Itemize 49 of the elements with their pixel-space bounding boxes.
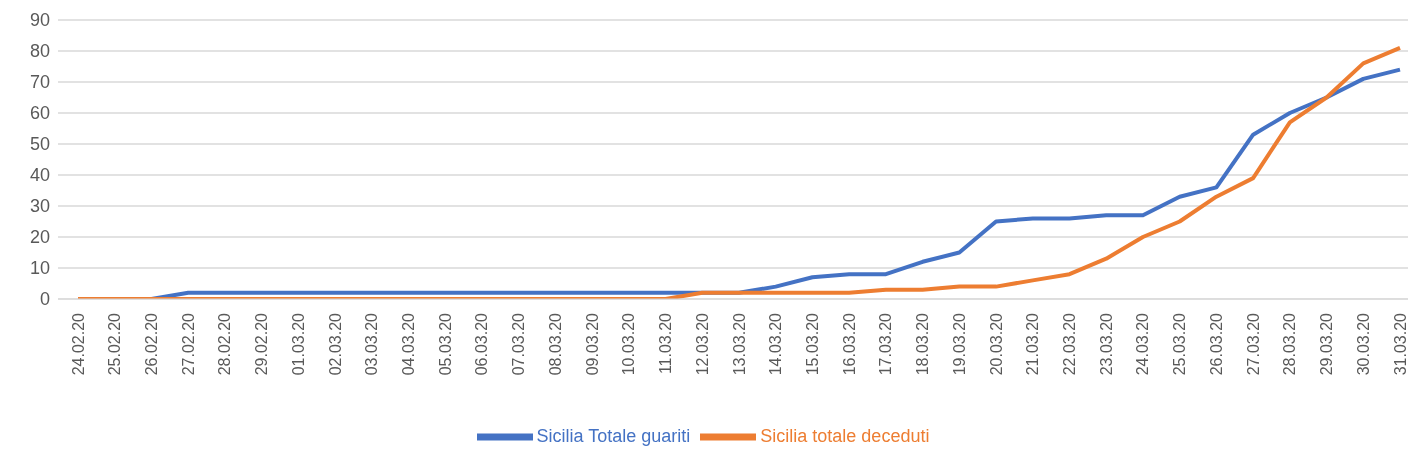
x-tick-label: 15.03.20 bbox=[803, 312, 821, 376]
x-tick-label: 16.03.20 bbox=[840, 312, 858, 376]
x-tick-label: 28.03.20 bbox=[1281, 312, 1299, 376]
y-tick-label: 30 bbox=[29, 196, 50, 217]
x-tick-label: 03.03.20 bbox=[363, 312, 381, 376]
x-tick-label: 29.03.20 bbox=[1318, 312, 1336, 376]
x-tick-label: 24.02.20 bbox=[69, 312, 87, 376]
x-tick-label: 09.03.20 bbox=[583, 312, 601, 376]
x-tick-label: 21.03.20 bbox=[1024, 312, 1042, 376]
x-tick-label: 01.03.20 bbox=[289, 312, 307, 376]
y-tick-label: 60 bbox=[29, 103, 50, 124]
y-tick-label: 90 bbox=[29, 10, 50, 31]
y-tick-label: 70 bbox=[29, 72, 50, 93]
y-tick-label: 40 bbox=[29, 165, 50, 186]
y-tick-label: 20 bbox=[29, 227, 50, 248]
x-tick-label: 14.03.20 bbox=[767, 312, 785, 376]
x-tick-label: 26.02.20 bbox=[142, 312, 160, 376]
x-tick-label: 08.03.20 bbox=[546, 312, 564, 376]
x-tick-label: 27.03.20 bbox=[1244, 312, 1262, 376]
x-tick-label: 07.03.20 bbox=[510, 312, 528, 376]
x-tick-label: 04.03.20 bbox=[400, 312, 417, 376]
y-tick-label: 50 bbox=[29, 134, 50, 155]
x-tick-label: 06.03.20 bbox=[473, 312, 491, 376]
x-tick-label: 23.03.20 bbox=[1097, 312, 1115, 376]
x-tick-label: 19.03.20 bbox=[950, 312, 968, 376]
x-tick-label: 28.02.20 bbox=[216, 312, 234, 376]
x-tick-label: 26.03.20 bbox=[1207, 312, 1225, 376]
x-tick-label: 27.02.20 bbox=[179, 312, 197, 376]
x-tick-label: 22.03.20 bbox=[1061, 312, 1078, 376]
x-tick-label: 20.03.20 bbox=[987, 312, 1005, 376]
y-tick-label: 10 bbox=[29, 258, 50, 279]
y-tick-label: 80 bbox=[29, 41, 50, 62]
x-tick-label: 11.03.20 bbox=[657, 312, 675, 375]
x-tick-label: 31.03.20 bbox=[1391, 312, 1409, 376]
x-tick-label: 02.03.20 bbox=[326, 312, 344, 376]
legend-label: Sicilia Totale guariti bbox=[536, 425, 691, 446]
x-tick-label: 18.03.20 bbox=[914, 312, 932, 376]
x-tick-label: 25.03.20 bbox=[1171, 312, 1189, 376]
x-tick-label: 12.03.20 bbox=[693, 312, 711, 376]
x-tick-label: 30.03.20 bbox=[1354, 312, 1372, 376]
x-tick-label: 05.03.20 bbox=[436, 312, 454, 376]
y-tick-label: 0 bbox=[39, 289, 50, 310]
x-tick-label: 10.03.20 bbox=[620, 312, 638, 376]
x-tick-label: 13.03.20 bbox=[730, 312, 748, 376]
x-tick-label: 25.02.20 bbox=[106, 312, 124, 376]
legend-label: Sicilia totale deceduti bbox=[760, 425, 930, 446]
x-tick-label: 24.03.20 bbox=[1134, 312, 1152, 376]
x-tick-label: 29.02.20 bbox=[253, 312, 271, 376]
x-tick-label: 17.03.20 bbox=[877, 312, 895, 376]
